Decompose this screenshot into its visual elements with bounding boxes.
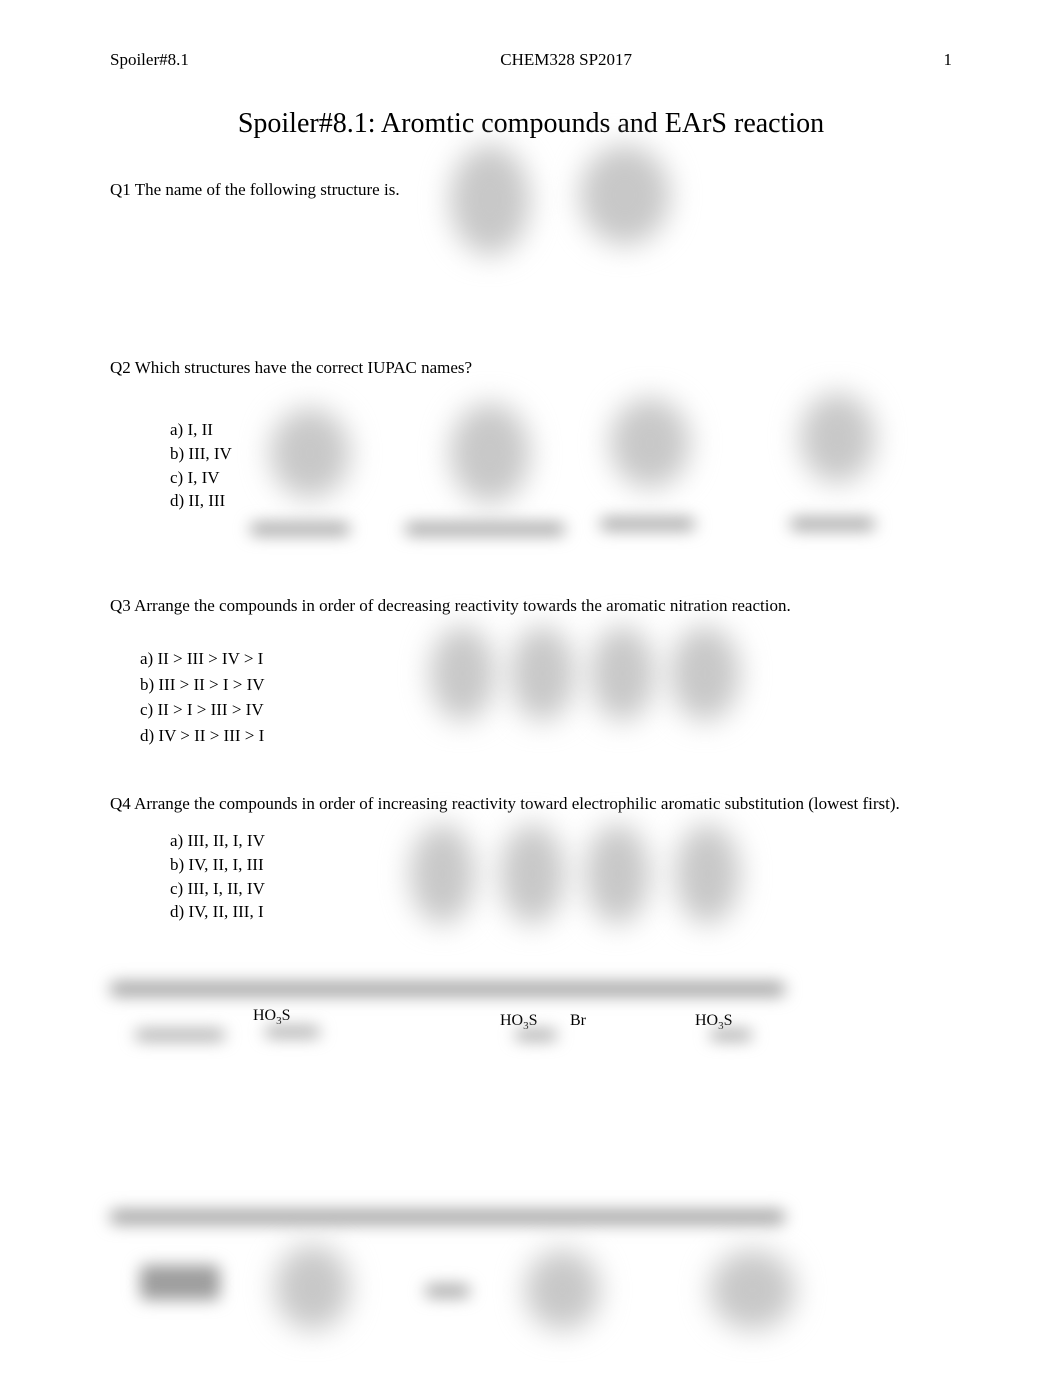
header-left: Spoiler#8.1 xyxy=(110,50,189,70)
q2-structure-1 xyxy=(270,408,350,498)
q5-shade-2 xyxy=(515,1030,557,1040)
q5-text xyxy=(110,982,785,996)
q1-text: Q1 The name of the following structure i… xyxy=(110,180,952,200)
q3-structure-3 xyxy=(590,626,655,721)
question-1: Q1 The name of the following structure i… xyxy=(110,180,952,330)
q6-structure-3 xyxy=(710,1250,795,1330)
q5-shade-1 xyxy=(265,1027,320,1037)
q6-text xyxy=(110,1210,785,1224)
formula-br: Br xyxy=(570,1012,586,1030)
q3-structure-1 xyxy=(430,626,495,721)
q4-structure-3 xyxy=(585,824,650,924)
q4-structure-2 xyxy=(500,824,565,924)
q4-structure-4 xyxy=(675,824,740,924)
q4-text: Q4 Arrange the compounds in order of inc… xyxy=(110,794,952,814)
q3-structure-2 xyxy=(510,626,575,721)
page-header: Spoiler#8.1 CHEM328 SP2017 1 xyxy=(110,50,952,70)
q1-structure-2 xyxy=(580,145,670,245)
q3-text: Q3 Arrange the compounds in order of dec… xyxy=(110,596,952,616)
q3-structure-4 xyxy=(670,626,740,721)
q2-structure-2 xyxy=(450,403,530,503)
q2-structure-4 xyxy=(800,393,875,483)
q3-opt-d: d) IV > II > III > I xyxy=(140,723,952,749)
q5-shade-3 xyxy=(710,1030,752,1040)
q6-structure-1 xyxy=(275,1245,350,1330)
q4-structure-1 xyxy=(410,824,475,924)
q6-opt-shade-1 xyxy=(140,1265,220,1300)
q1-structure-1 xyxy=(450,145,530,255)
question-5: HO3S HO3S Br HO3S xyxy=(110,982,952,1182)
q4-opt-d: d) IV, II, III, I xyxy=(170,900,952,924)
q6-structure-2 xyxy=(525,1250,600,1330)
q2-structure-3 xyxy=(610,398,690,488)
q2-text: Q2 Which structures have the correct IUP… xyxy=(110,358,952,378)
question-3: Q3 Arrange the compounds in order of dec… xyxy=(110,596,952,766)
question-2: Q2 Which structures have the correct IUP… xyxy=(110,358,952,568)
q2-caption-4 xyxy=(790,518,875,530)
q2-caption-1 xyxy=(250,523,350,535)
formula-ho3s-1: HO3S xyxy=(253,1007,291,1027)
header-center: CHEM328 SP2017 xyxy=(500,50,632,70)
q5-opt-line xyxy=(135,1030,225,1040)
q2-caption-2 xyxy=(405,523,565,535)
header-right: 1 xyxy=(943,50,952,70)
question-4: Q4 Arrange the compounds in order of inc… xyxy=(110,794,952,954)
q2-caption-3 xyxy=(600,518,695,530)
page-title: Spoiler#8.1: Aromtic compounds and EArS … xyxy=(110,108,952,140)
question-6 xyxy=(110,1210,952,1370)
q6-mid-shade xyxy=(425,1285,470,1297)
q2-opt-d: d) II, III xyxy=(170,489,952,513)
